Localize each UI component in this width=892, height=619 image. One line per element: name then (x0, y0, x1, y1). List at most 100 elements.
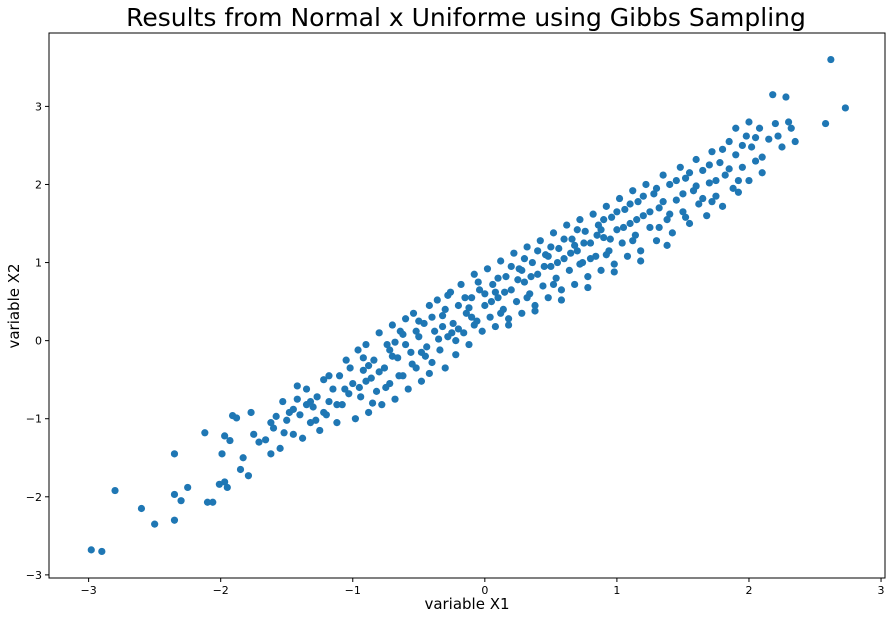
data-point (497, 309, 505, 317)
data-point (267, 450, 275, 458)
data-point (470, 321, 478, 329)
data-point (247, 408, 255, 417)
data-point (409, 309, 418, 317)
data-point (518, 309, 526, 317)
plot-frame (48, 32, 886, 579)
data-point (637, 257, 645, 265)
data-point (457, 280, 465, 289)
data-point (399, 330, 407, 338)
data-point (341, 385, 349, 393)
data-point (417, 377, 426, 385)
data-point (325, 397, 333, 406)
data-point (552, 274, 560, 282)
data-point (382, 383, 390, 392)
data-point (313, 393, 321, 401)
data-point (655, 223, 663, 232)
data-point (244, 472, 253, 480)
data-point (676, 163, 684, 171)
data-point (571, 241, 579, 249)
data-point (610, 268, 618, 276)
data-point (751, 134, 760, 142)
data-point (536, 237, 544, 245)
data-point (695, 200, 703, 208)
data-point (250, 430, 258, 438)
y-axis-label: variable X2 (5, 263, 23, 348)
data-point (549, 280, 558, 289)
data-point (415, 317, 423, 325)
data-point (355, 383, 363, 392)
data-point (346, 364, 354, 372)
data-point (438, 322, 447, 331)
data-point (428, 358, 436, 367)
data-point (184, 483, 192, 492)
data-point (679, 208, 687, 216)
data-point (593, 231, 601, 239)
data-point (534, 270, 542, 278)
data-point (510, 249, 518, 257)
data-point (626, 219, 634, 228)
data-point (544, 294, 552, 302)
data-point (699, 166, 707, 175)
data-point (481, 290, 489, 298)
data-point (681, 213, 690, 221)
data-point (778, 143, 786, 151)
data-point (547, 262, 555, 271)
data-point (375, 368, 383, 376)
data-point (672, 196, 680, 204)
data-point (221, 478, 229, 486)
data-point (497, 257, 505, 265)
data-point (218, 450, 226, 458)
data-point (655, 204, 663, 212)
data-point (685, 169, 694, 177)
data-point (357, 393, 365, 401)
data-point (236, 465, 245, 474)
data-point (272, 412, 280, 420)
data-point (335, 372, 344, 380)
data-point (539, 282, 547, 290)
data-point (626, 200, 634, 208)
data-point (549, 229, 558, 237)
data-point (362, 340, 370, 349)
data-point (501, 288, 509, 296)
data-point (560, 235, 568, 243)
data-point (491, 288, 499, 296)
data-point (642, 180, 650, 189)
data-point (745, 176, 753, 185)
data-point (621, 205, 629, 214)
data-point (745, 118, 753, 126)
data-point (841, 104, 849, 112)
data-point (454, 301, 463, 310)
data-point (650, 190, 658, 198)
data-point (441, 364, 449, 372)
data-point (494, 294, 502, 302)
y-tick-label: 3 (35, 100, 42, 113)
data-point (557, 296, 566, 304)
data-point (646, 223, 654, 232)
data-point (571, 280, 579, 289)
x-tick-label: 1 (613, 584, 620, 597)
data-point (338, 401, 346, 409)
data-point (732, 124, 740, 132)
data-point (553, 258, 562, 267)
data-point (699, 194, 707, 203)
data-point (827, 55, 835, 64)
data-point (581, 227, 589, 235)
data-point (177, 497, 185, 505)
data-point (718, 202, 727, 210)
data-point (555, 244, 563, 253)
data-point (269, 424, 278, 432)
data-point (293, 395, 301, 403)
data-point (255, 438, 263, 446)
data-point (370, 356, 378, 364)
data-point (718, 145, 727, 153)
y-tick-label: 0 (35, 335, 42, 348)
y-tick-label: −3 (26, 569, 42, 582)
data-point (380, 364, 389, 372)
data-point (201, 429, 209, 437)
data-point (483, 265, 492, 273)
data-point (489, 280, 497, 289)
data-point (87, 546, 95, 554)
data-point (769, 91, 777, 99)
data-point (279, 397, 287, 406)
